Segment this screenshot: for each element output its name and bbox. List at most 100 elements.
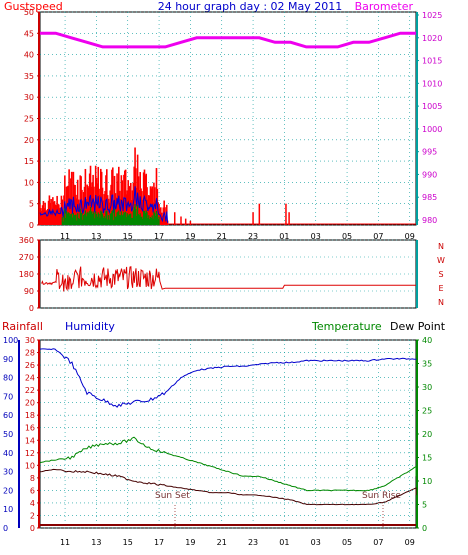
humidity-tick-label: 8	[30, 474, 35, 483]
gust-tick-label: 50	[24, 8, 34, 17]
dir-tick-label: 0	[29, 304, 34, 313]
sunset-label: Sun Set	[155, 491, 190, 501]
baro-tick-label: 1025	[422, 11, 442, 20]
gust-tick-label: 10	[24, 178, 34, 187]
wind-direction-line	[41, 266, 416, 292]
x-tick-label: 17	[154, 232, 164, 241]
bottom-panel-grid	[40, 339, 416, 529]
temp-tick-label: 10	[422, 477, 432, 486]
temp-tick-label: 0	[422, 524, 427, 533]
top-panel-grid	[40, 11, 416, 226]
x-tick-label: 13	[91, 232, 101, 241]
average-wind-bars	[61, 204, 160, 225]
gust-tick-label: 0	[29, 221, 34, 230]
humidity-label: Humidity	[65, 320, 115, 333]
x-tick-label: 03	[311, 538, 321, 547]
x-tick-label: 15	[123, 232, 133, 241]
temperature-line	[39, 436, 417, 492]
humidity-line	[39, 348, 417, 408]
gust-tick-label: 45	[24, 29, 34, 38]
baro-tick-label: 985	[422, 193, 437, 202]
temperature-label: Temperature	[311, 320, 382, 333]
page-title: 24 hour graph day : 02 May 2011	[158, 0, 343, 13]
humidity-tick-label: 30	[25, 336, 35, 345]
temp-tick-label: 15	[422, 454, 432, 463]
x-tick-label: 05	[342, 232, 352, 241]
rainfall-label: Rainfall	[2, 320, 43, 333]
rainfall-tick-label: 100	[3, 336, 18, 345]
humidity-tick-label: 0	[30, 524, 35, 533]
humidity-tick-label: 12	[25, 449, 35, 458]
rainfall-tick-label: 0	[3, 524, 8, 533]
gust-tick-label: 25	[24, 115, 34, 124]
baro-tick-label: 980	[422, 216, 437, 225]
rainfall-tick-label: 20	[3, 486, 13, 495]
temp-tick-label: 35	[422, 360, 432, 369]
dir-tick-label: 90	[24, 287, 34, 296]
dir-tick-label: 360	[19, 236, 34, 245]
compass-letter: S	[438, 270, 443, 279]
baro-tick-label: 1000	[422, 125, 442, 134]
x-tick-label: 07	[373, 232, 383, 241]
x-tick-label: 07	[373, 538, 383, 547]
x-tick-label: 09	[405, 538, 415, 547]
rainfall-tick-label: 30	[3, 468, 13, 477]
dir-tick-label: 180	[19, 270, 34, 279]
x-tick-label: 17	[154, 538, 164, 547]
gust-tick-label: 30	[24, 93, 34, 102]
dir-tick-label: 270	[19, 253, 34, 262]
temp-tick-label: 25	[422, 407, 432, 416]
humidity-tick-label: 22	[25, 386, 35, 395]
gust-bars	[39, 147, 416, 225]
rainfall-axis: 0 10 20 30 40 50 60 70 80 90 100	[3, 336, 20, 533]
bottom-x-axis: 11 13 15 17 19 21 23 01 03 05 07 09	[60, 538, 415, 547]
baro-tick-label: 1020	[422, 34, 442, 43]
x-tick-label: 11	[60, 538, 70, 547]
x-tick-label: 11	[60, 232, 70, 241]
humidity-tick-label: 28	[25, 349, 35, 358]
x-tick-label: 23	[248, 538, 258, 547]
humidity-tick-label: 4	[30, 499, 35, 508]
humidity-tick-label: 10	[25, 461, 35, 470]
wind-series	[39, 186, 169, 223]
temp-tick-label: 20	[422, 430, 432, 439]
humidity-tick-label: 20	[25, 399, 35, 408]
direction-panel-grid	[40, 239, 416, 309]
direction-left-axis: 0 90 180 270 360	[19, 236, 418, 313]
compass-letter: N	[438, 242, 444, 251]
gust-tick-label: 35	[24, 72, 34, 81]
humidity-tick-label: 6	[30, 486, 35, 495]
barometer-line	[40, 31, 416, 49]
rainfall-tick-label: 50	[3, 430, 13, 439]
temperature-axis: 0 5 10 15 20 25 30 35 40	[416, 336, 432, 533]
x-tick-label: 21	[217, 232, 227, 241]
top-right-axis: 980 985 990 995 1000 1005 1010 1015 1020 1025	[416, 11, 442, 225]
x-tick-label: 09	[405, 232, 415, 241]
baro-tick-label: 995	[422, 148, 437, 157]
baro-tick-label: 1015	[422, 57, 442, 66]
sunrise-label: Sun Rise	[362, 491, 401, 501]
x-tick-label: 05	[342, 538, 352, 547]
gust-tick-label: 5	[29, 200, 34, 209]
rainfall-tick-label: 40	[3, 449, 13, 458]
barometer-label: Barometer	[355, 0, 414, 13]
rainfall-tick-label: 80	[3, 374, 13, 383]
humidity-tick-label: 14	[25, 436, 35, 445]
compass-letter: N	[438, 298, 444, 307]
gust-tick-label: 20	[24, 136, 34, 145]
top-left-axis: 0 5 10 15 20 25 30 35 40 45 50	[24, 8, 40, 230]
temp-tick-label: 30	[422, 383, 432, 392]
baro-tick-label: 1010	[422, 79, 442, 88]
x-tick-label: 15	[123, 538, 133, 547]
temp-tick-label: 5	[422, 501, 427, 510]
humidity-tick-label: 18	[25, 411, 35, 420]
dewpoint-label: Dew Point	[390, 320, 446, 333]
x-tick-label: 03	[311, 232, 321, 241]
baro-tick-label: 1005	[422, 102, 442, 111]
x-tick-label: 21	[217, 538, 227, 547]
rainfall-tick-label: 70	[3, 392, 13, 401]
